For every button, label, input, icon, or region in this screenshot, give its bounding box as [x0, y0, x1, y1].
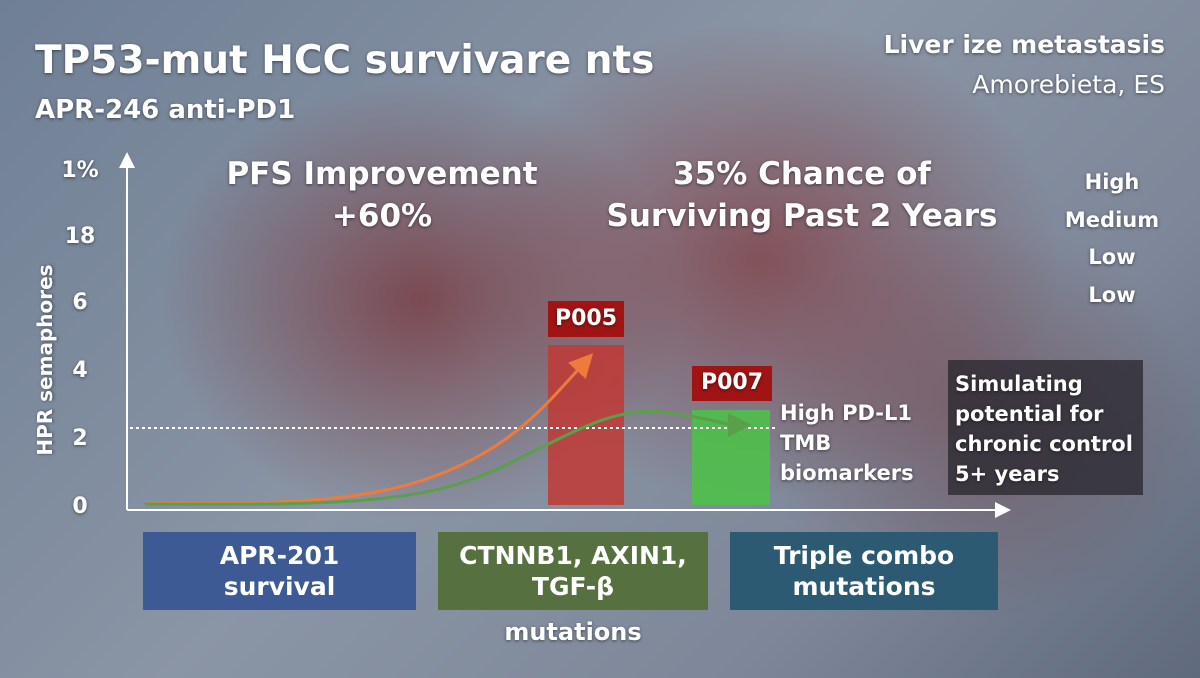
category-line: APR-201	[219, 541, 340, 570]
category-line: survival	[223, 572, 336, 601]
pfs-callout: PFS Improvement +60%	[226, 153, 537, 237]
level-label: High	[1084, 170, 1140, 194]
chance-callout: 35% Chance of Surviving Past 2 Years	[607, 153, 998, 237]
biomarker-line: biomarkers	[780, 461, 914, 485]
note-line: 5+ years	[955, 462, 1060, 486]
trend-curve	[144, 409, 752, 506]
note-line: Simulating	[955, 372, 1083, 396]
y-tick-label: 2	[72, 426, 88, 451]
note-line: chronic control	[955, 432, 1133, 456]
category-line: Triple combo	[773, 541, 955, 570]
category-box	[438, 532, 708, 610]
y-tick-label: 1%	[61, 158, 99, 183]
note: Simulating potential for chronic control 5+…	[955, 369, 1133, 489]
category-box	[730, 532, 998, 610]
callout-line: Surviving Past 2 Years	[606, 198, 998, 234]
bar-label-box	[548, 301, 624, 337]
category-line: CTNNB1, AXIN1,	[459, 541, 687, 570]
bar-label-box	[692, 366, 772, 401]
callout-line: 35% Chance of	[673, 156, 931, 192]
bar-label: P007	[700, 370, 764, 395]
category-line: mutations	[792, 572, 936, 601]
corner-subtitle: Amorebieta, ES	[972, 70, 1165, 99]
note-box	[948, 360, 1143, 495]
y-tick-label: 6	[72, 290, 88, 315]
title: TP53-mut HCC survivare nts	[35, 38, 655, 83]
level-label: Medium	[1064, 207, 1160, 232]
y-tick-label: 18	[64, 224, 96, 249]
callout-line: PFS Improvement	[226, 156, 538, 192]
category-line: mutations	[504, 618, 642, 646]
trend-curve	[144, 353, 594, 505]
bar-label: P005	[554, 306, 618, 331]
level-label: Low	[1088, 282, 1136, 307]
y-tick-label: 0	[72, 494, 88, 519]
biomarkers: High PD-L1 TMB biomarkers	[780, 398, 914, 488]
y-axis-label: HPR semaphores	[33, 264, 57, 456]
corner-title: Liver ize metastasis	[883, 30, 1165, 59]
note-line: potential for	[955, 402, 1104, 426]
category-line: TGF-β	[531, 572, 615, 601]
category-box	[143, 532, 416, 610]
level-label: Low	[1088, 245, 1136, 269]
callout-line: +60%	[331, 198, 433, 234]
biomarker-line: High PD-L1	[780, 401, 912, 425]
y-tick-label: 4	[72, 358, 88, 383]
category: APR-201 survival	[143, 532, 416, 610]
category: CTNNB1, AXIN1, TGF-β	[438, 532, 708, 610]
category: Triple combo mutations	[730, 532, 998, 610]
biomarker-line: TMB	[780, 431, 832, 455]
subtitle: APR-246 anti-PD1	[35, 95, 296, 125]
